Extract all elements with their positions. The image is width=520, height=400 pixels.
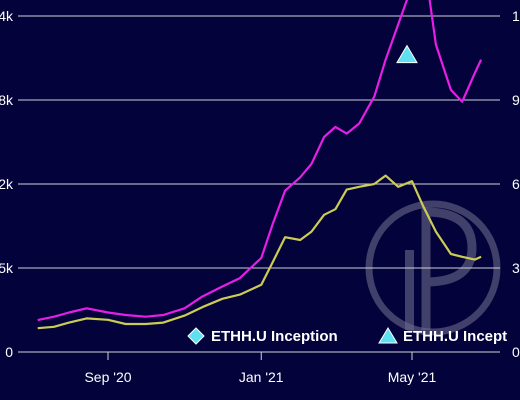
series-layer [37,0,483,330]
legend-label-1: ETHH.U Incept [403,328,507,345]
x-tick-label: May '21 [388,369,437,385]
axis-labels: 0 5k 2k 8k 4k 0 3 6 9 1 Sep '20 Jan '21 May '21 [0,8,520,385]
legend-diamond-icon [187,327,205,345]
y-right-tick-label: 6 [512,176,520,192]
inception-marker-0 [396,44,418,64]
y-left-tick-label: 2k [0,176,14,192]
y-left-tick-label: 4k [0,8,14,24]
legend-triangle-icon [378,327,398,344]
y-left-tick-label: 8k [0,92,14,108]
series-line-1 [37,0,483,322]
y-left-tick-label: 5k [0,260,14,276]
watermark-loop [421,207,477,330]
y-right-tick-label: 3 [512,260,520,276]
series-line-0 [37,174,482,330]
legend: ETHH.U Inception ETHH.U Incept [187,327,507,345]
gridlines [18,15,500,353]
y-left-tick-label: 0 [5,344,13,360]
x-tick-label: Sep '20 [84,369,131,385]
y-right-tick-label: 1 [512,8,520,24]
legend-label-0: ETHH.U Inception [211,328,338,345]
x-tick-label: Jan '21 [239,369,284,385]
y-right-tick-label: 0 [512,344,520,360]
y-right-tick-label: 9 [512,92,520,108]
watermark-bar [405,250,414,330]
markers-layer [396,44,418,64]
